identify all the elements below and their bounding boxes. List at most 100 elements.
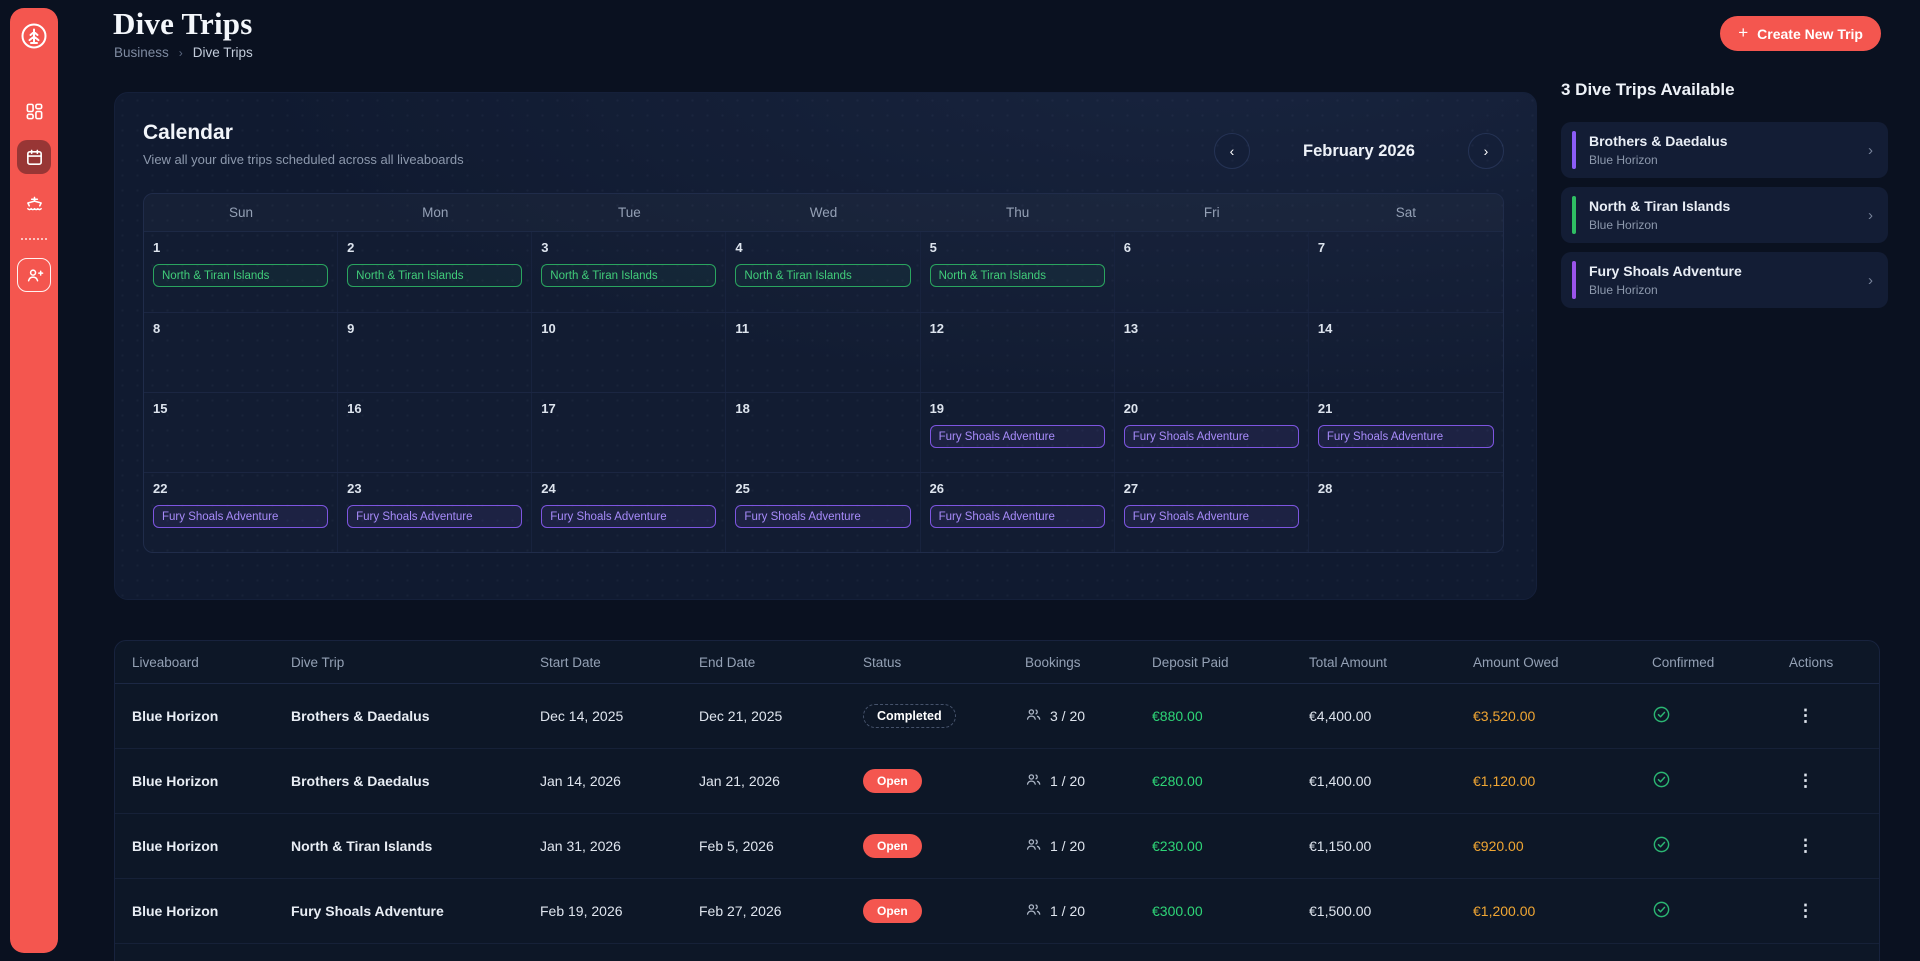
chevron-right-icon: ›	[1868, 272, 1873, 289]
status-badge: Open	[863, 834, 922, 858]
create-new-trip-button[interactable]: + Create New Trip	[1720, 16, 1881, 51]
calendar-week-row: 1516171819Fury Shoals Adventure20Fury Sh…	[144, 392, 1503, 472]
next-month-button[interactable]: ›	[1468, 133, 1504, 169]
bookings-table: LiveaboardDive TripStart DateEnd DateSta…	[114, 640, 1880, 961]
row-actions-button[interactable]: ⋮	[1789, 767, 1823, 795]
day-number: 8	[153, 321, 160, 336]
add-user-icon[interactable]	[17, 258, 51, 292]
trips-panel: 3 Dive Trips Available Brothers & Daedal…	[1561, 80, 1888, 308]
cell-start-date: Jan 31, 2026	[540, 838, 699, 854]
table-row: Blue HorizonNorth & Tiran IslandsJan 31,…	[115, 814, 1879, 879]
event-chip[interactable]: Fury Shoals Adventure	[153, 505, 328, 528]
calendar-day-cell: 23Fury Shoals Adventure	[338, 473, 532, 552]
event-chip[interactable]: North & Tiran Islands	[347, 264, 522, 287]
event-chip[interactable]: Fury Shoals Adventure	[1318, 425, 1494, 448]
cell-bookings: 1 / 20	[1025, 771, 1152, 791]
calendar-day-cell: 19Fury Shoals Adventure	[921, 393, 1115, 472]
row-actions-button[interactable]: ⋮	[1789, 832, 1823, 860]
column-header: Start Date	[540, 655, 699, 670]
cell-bookings: 3 / 20	[1025, 706, 1152, 726]
column-header: Confirmed	[1652, 655, 1789, 670]
trip-accent-bar	[1572, 261, 1576, 299]
status-badge: Open	[863, 899, 922, 923]
day-number: 12	[930, 321, 944, 336]
bookings-count: 1 / 20	[1050, 773, 1085, 789]
trip-accent-bar	[1572, 131, 1576, 169]
chevron-right-icon: ›	[1868, 207, 1873, 224]
event-chip[interactable]: Fury Shoals Adventure	[930, 425, 1105, 448]
event-chip[interactable]: Fury Shoals Adventure	[347, 505, 522, 528]
calendar-month-label: February 2026	[1250, 142, 1468, 161]
cell-dive-trip: Brothers & Daedalus	[291, 773, 540, 789]
calendar-day-cell: 20Fury Shoals Adventure	[1115, 393, 1309, 472]
day-number: 13	[1124, 321, 1138, 336]
table-row: Blue HorizonFury Shoals AdventureFeb 19,…	[115, 879, 1879, 944]
calendar-header: Calendar View all your dive trips schedu…	[143, 121, 1504, 169]
event-chip[interactable]: North & Tiran Islands	[153, 264, 328, 287]
event-chip[interactable]: North & Tiran Islands	[735, 264, 910, 287]
calendar-icon[interactable]	[17, 140, 51, 174]
column-header: Deposit Paid	[1152, 655, 1309, 670]
event-chip[interactable]: Fury Shoals Adventure	[930, 505, 1105, 528]
create-new-trip-label: Create New Trip	[1757, 26, 1863, 42]
weekday-label: Thu	[921, 194, 1115, 231]
breadcrumb-parent[interactable]: Business	[114, 45, 169, 60]
event-chip[interactable]: North & Tiran Islands	[930, 264, 1105, 287]
day-number: 26	[930, 481, 944, 496]
cell-liveaboard: Blue Horizon	[132, 708, 291, 724]
event-chip[interactable]: North & Tiran Islands	[541, 264, 716, 287]
day-number: 11	[735, 321, 749, 336]
trip-card[interactable]: Fury Shoals AdventureBlue Horizon›	[1561, 252, 1888, 308]
weekday-label: Fri	[1115, 194, 1309, 231]
users-icon	[1025, 706, 1042, 726]
column-header: End Date	[699, 655, 863, 670]
cell-amount-owed: €3,520.00	[1473, 708, 1652, 724]
table-row: Blue HorizonBrothers & DaedalusDec 14, 2…	[115, 684, 1879, 749]
cell-end-date: Dec 21, 2025	[699, 708, 863, 724]
calendar-day-cell: 6	[1115, 232, 1309, 312]
cell-end-date: Feb 5, 2026	[699, 838, 863, 854]
table-body: Blue HorizonBrothers & DaedalusDec 14, 2…	[115, 684, 1879, 944]
calendar-day-cell: 12	[921, 313, 1115, 392]
nav-divider	[21, 238, 47, 240]
calendar-day-cell: 17	[532, 393, 726, 472]
calendar-day-cell: 24Fury Shoals Adventure	[532, 473, 726, 552]
sidebar	[10, 8, 58, 953]
event-chip[interactable]: Fury Shoals Adventure	[735, 505, 910, 528]
day-number: 10	[541, 321, 555, 336]
prev-month-button[interactable]: ‹	[1214, 133, 1250, 169]
calendar-grid: SunMonTueWedThuFriSat 1North & Tiran Isl…	[143, 193, 1504, 553]
app-logo-icon[interactable]	[18, 20, 50, 52]
cell-amount-owed: €1,200.00	[1473, 903, 1652, 919]
users-icon	[1025, 771, 1042, 791]
column-header: Liveaboard	[132, 655, 291, 670]
cell-dive-trip: Brothers & Daedalus	[291, 708, 540, 724]
trip-card-list: Brothers & DaedalusBlue Horizon› North & …	[1561, 122, 1888, 308]
row-actions-button[interactable]: ⋮	[1789, 897, 1823, 925]
check-circle-icon	[1652, 906, 1671, 922]
cell-deposit-paid: €230.00	[1152, 838, 1309, 854]
chevron-left-icon: ‹	[1230, 143, 1235, 159]
day-number: 27	[1124, 481, 1138, 496]
day-number: 14	[1318, 321, 1332, 336]
calendar-subtitle: View all your dive trips scheduled acros…	[143, 152, 464, 167]
event-chip[interactable]: Fury Shoals Adventure	[1124, 505, 1299, 528]
trip-card[interactable]: Brothers & DaedalusBlue Horizon›	[1561, 122, 1888, 178]
day-number: 4	[735, 240, 742, 255]
calendar-week-row: 891011121314	[144, 312, 1503, 392]
event-chip[interactable]: Fury Shoals Adventure	[1124, 425, 1299, 448]
dive-trips-page: Dive Trips Business › Dive Trips + Creat…	[0, 0, 1920, 961]
event-chip[interactable]: Fury Shoals Adventure	[541, 505, 716, 528]
calendar-day-cell: 8	[144, 313, 338, 392]
dashboard-icon[interactable]	[17, 94, 51, 128]
calendar-day-cell: 13	[1115, 313, 1309, 392]
ship-icon[interactable]	[17, 186, 51, 220]
trip-card[interactable]: North & Tiran IslandsBlue Horizon›	[1561, 187, 1888, 243]
check-circle-icon	[1652, 711, 1671, 727]
cell-status: Open	[863, 769, 1025, 793]
trip-name: North & Tiran Islands	[1589, 198, 1730, 214]
calendar-day-cell: 7	[1309, 232, 1503, 312]
row-actions-button[interactable]: ⋮	[1789, 702, 1823, 730]
calendar-day-cell: 22Fury Shoals Adventure	[144, 473, 338, 552]
cell-confirmed	[1652, 835, 1789, 857]
